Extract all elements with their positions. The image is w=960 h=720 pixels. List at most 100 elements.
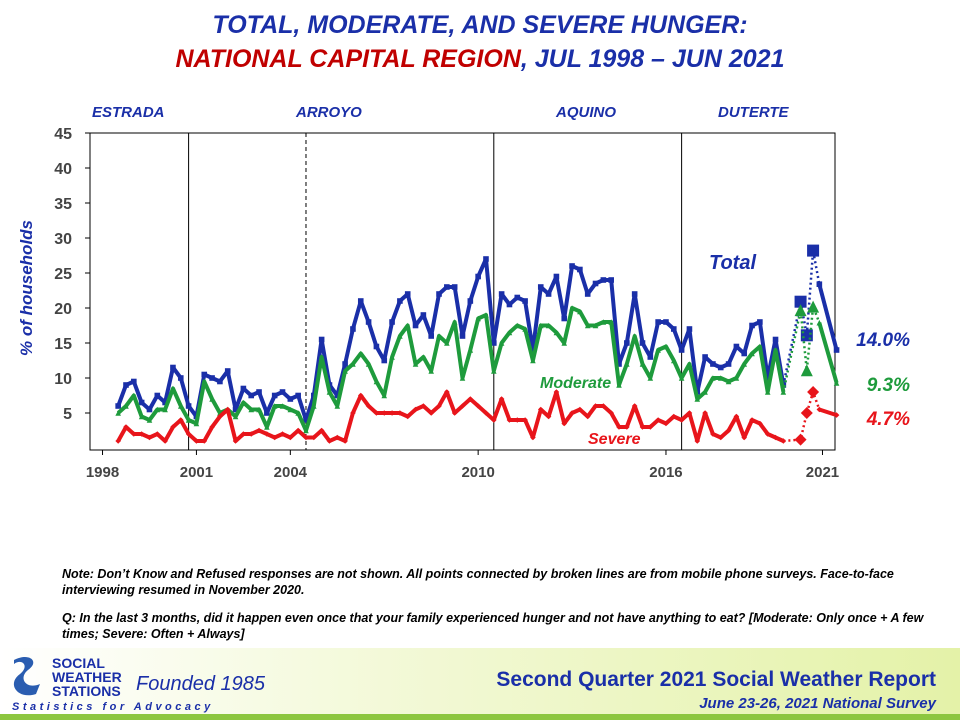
point — [115, 438, 121, 444]
point — [833, 412, 840, 418]
point — [741, 350, 748, 357]
point — [217, 378, 223, 385]
point — [631, 333, 638, 339]
point — [475, 273, 481, 280]
point — [577, 406, 583, 413]
point — [631, 403, 638, 409]
point — [686, 326, 693, 332]
series-line — [116, 306, 786, 433]
point — [303, 427, 309, 434]
point — [389, 319, 395, 325]
x-tick-label: 2001 — [180, 464, 213, 481]
footer-bar — [0, 714, 960, 720]
point — [318, 336, 325, 343]
point — [639, 340, 646, 346]
era-label: DUTERTE — [718, 104, 790, 121]
point — [772, 347, 779, 353]
x-tick-label: 2016 — [649, 464, 682, 481]
point — [451, 410, 458, 416]
point — [115, 410, 121, 416]
point — [436, 291, 442, 297]
point — [600, 277, 607, 283]
point — [498, 396, 505, 402]
point — [201, 438, 208, 444]
point — [248, 406, 255, 413]
point — [741, 361, 748, 367]
point — [833, 380, 840, 386]
series-line — [782, 249, 821, 386]
point — [146, 406, 153, 413]
point — [537, 406, 544, 413]
point — [264, 424, 270, 430]
point — [428, 333, 434, 339]
point — [807, 300, 820, 313]
point — [498, 340, 505, 346]
point — [154, 392, 161, 399]
point — [816, 319, 823, 326]
logo-text: WEATHER — [52, 669, 122, 685]
point — [670, 326, 677, 332]
point — [420, 354, 427, 360]
point — [553, 273, 560, 280]
point — [326, 389, 333, 395]
point — [248, 392, 255, 399]
point — [569, 410, 575, 416]
point — [256, 406, 262, 413]
point — [733, 375, 740, 381]
point — [647, 375, 654, 381]
point — [694, 438, 701, 444]
point — [467, 347, 474, 353]
point — [365, 403, 372, 409]
point — [733, 343, 740, 350]
point — [342, 361, 348, 367]
point — [342, 368, 348, 374]
y-tick-label: 10 — [54, 371, 72, 388]
point — [350, 410, 356, 416]
point — [444, 389, 450, 395]
point — [123, 424, 129, 430]
point — [397, 298, 403, 304]
point — [154, 431, 161, 437]
point — [725, 378, 732, 385]
point — [381, 410, 388, 416]
point — [271, 434, 278, 441]
point — [506, 301, 513, 308]
point — [350, 326, 356, 332]
point — [436, 403, 442, 409]
point — [318, 427, 325, 434]
point — [741, 434, 748, 441]
footer-bg — [0, 648, 960, 720]
point — [577, 308, 583, 315]
x-tick-label: 2004 — [274, 464, 308, 481]
plot-frame — [89, 132, 836, 451]
point — [530, 357, 536, 364]
y-tick-label: 35 — [54, 196, 72, 213]
point — [303, 434, 309, 441]
point — [800, 364, 813, 377]
point — [553, 389, 560, 395]
series-line — [817, 322, 839, 384]
point — [569, 305, 575, 311]
y-tick-label: 30 — [54, 231, 72, 248]
point — [209, 375, 215, 381]
series-line — [817, 283, 839, 351]
point — [584, 291, 591, 297]
point — [436, 333, 442, 339]
point — [279, 403, 286, 409]
point — [256, 389, 262, 395]
founded: Founded 1985 — [136, 673, 266, 695]
point — [710, 375, 716, 381]
y-tick-label: 20 — [54, 301, 72, 318]
point — [522, 417, 528, 423]
title: TOTAL, MODERATE, AND SEVERE HUNGER: — [212, 11, 747, 39]
point — [146, 417, 153, 423]
point — [780, 389, 787, 395]
point — [545, 291, 552, 297]
point — [459, 403, 466, 409]
point — [794, 304, 807, 317]
point — [397, 410, 403, 416]
point — [647, 354, 654, 360]
series-line — [783, 390, 821, 443]
logo-mark — [13, 657, 40, 696]
point — [631, 291, 638, 297]
